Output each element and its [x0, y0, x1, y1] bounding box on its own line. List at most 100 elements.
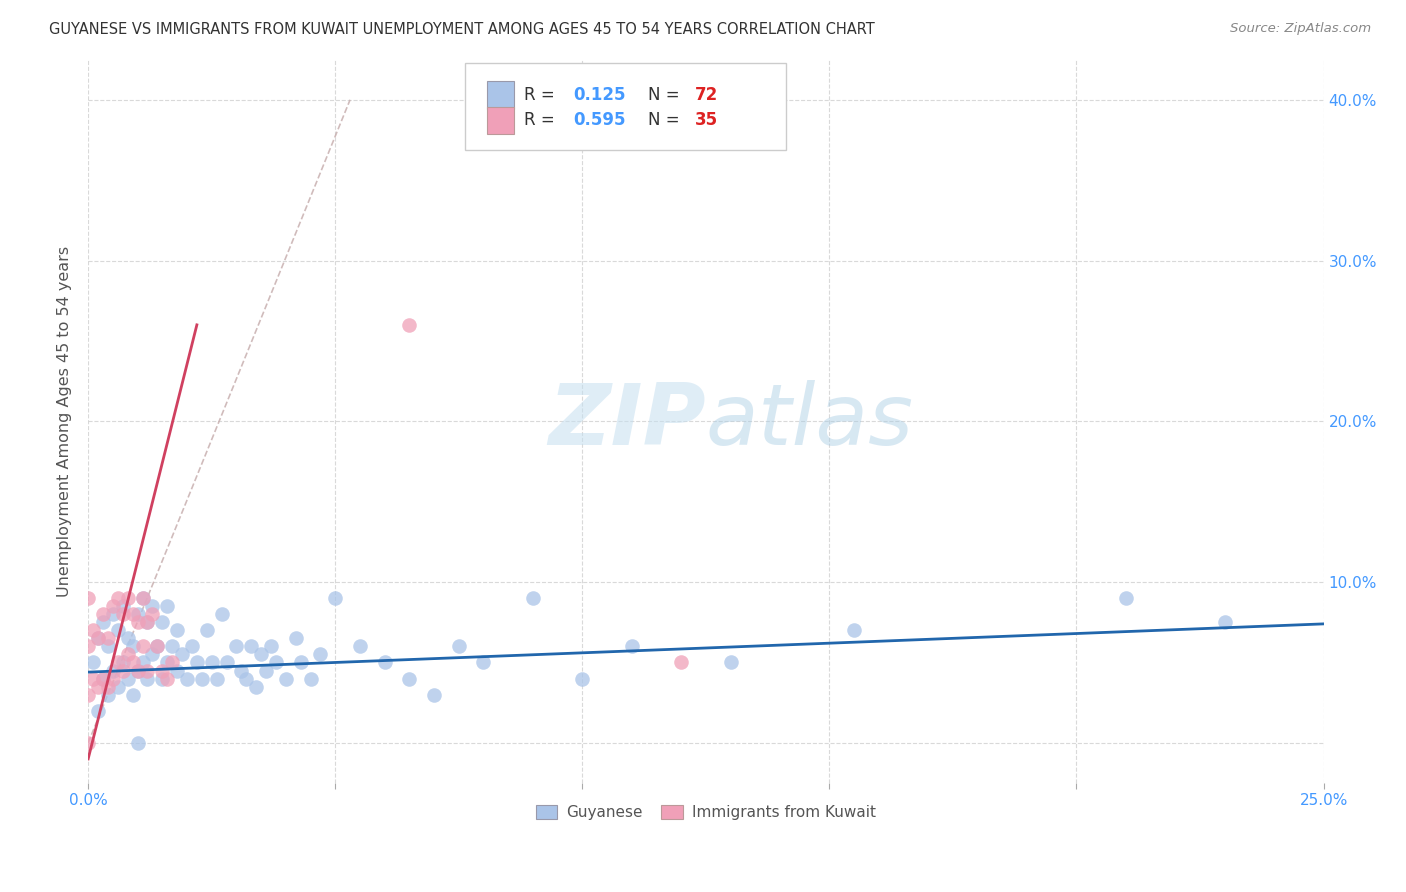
- Point: [136, 664, 159, 678]
- Point: [522, 591, 544, 606]
- Point: [136, 615, 159, 630]
- Point: [77, 591, 100, 606]
- Point: [87, 632, 110, 646]
- Text: 35: 35: [695, 112, 718, 129]
- Point: [398, 318, 420, 332]
- Point: [91, 615, 114, 630]
- FancyBboxPatch shape: [488, 107, 515, 134]
- Point: [87, 704, 110, 718]
- Point: [1213, 615, 1236, 630]
- Point: [117, 648, 139, 662]
- Point: [231, 664, 253, 678]
- Point: [299, 672, 322, 686]
- Point: [146, 640, 169, 654]
- Point: [669, 656, 692, 670]
- Point: [160, 656, 183, 670]
- Point: [77, 736, 100, 750]
- Point: [131, 640, 153, 654]
- Point: [720, 656, 742, 670]
- Point: [240, 640, 263, 654]
- Point: [166, 624, 188, 638]
- Point: [215, 656, 238, 670]
- Text: ZIP: ZIP: [548, 380, 706, 463]
- Point: [254, 664, 277, 678]
- Point: [107, 624, 129, 638]
- Point: [374, 656, 396, 670]
- Point: [170, 648, 193, 662]
- Point: [111, 607, 134, 622]
- Point: [87, 680, 110, 694]
- Point: [111, 656, 134, 670]
- Point: [146, 640, 169, 654]
- Point: [1115, 591, 1137, 606]
- Point: [181, 640, 204, 654]
- Text: R =: R =: [524, 112, 560, 129]
- Point: [156, 599, 179, 614]
- Point: [91, 672, 114, 686]
- Legend: Guyanese, Immigrants from Kuwait: Guyanese, Immigrants from Kuwait: [530, 798, 882, 826]
- Text: R =: R =: [524, 86, 560, 104]
- Point: [150, 672, 173, 686]
- FancyBboxPatch shape: [488, 81, 515, 109]
- Point: [101, 672, 124, 686]
- Text: atlas: atlas: [706, 380, 914, 463]
- Point: [117, 672, 139, 686]
- Point: [250, 648, 273, 662]
- Text: Source: ZipAtlas.com: Source: ZipAtlas.com: [1230, 22, 1371, 36]
- Point: [107, 680, 129, 694]
- Point: [97, 640, 120, 654]
- Point: [141, 599, 163, 614]
- Point: [235, 672, 257, 686]
- Point: [620, 640, 643, 654]
- Point: [156, 656, 179, 670]
- Point: [136, 615, 159, 630]
- Point: [121, 607, 143, 622]
- Text: GUYANESE VS IMMIGRANTS FROM KUWAIT UNEMPLOYMENT AMONG AGES 45 TO 54 YEARS CORREL: GUYANESE VS IMMIGRANTS FROM KUWAIT UNEMP…: [49, 22, 875, 37]
- Point: [131, 591, 153, 606]
- Point: [127, 664, 149, 678]
- Point: [571, 672, 593, 686]
- Text: N =: N =: [648, 112, 685, 129]
- Point: [290, 656, 312, 670]
- Point: [107, 656, 129, 670]
- Point: [127, 615, 149, 630]
- Point: [101, 607, 124, 622]
- Point: [447, 640, 470, 654]
- Point: [111, 664, 134, 678]
- Point: [91, 607, 114, 622]
- Point: [205, 672, 228, 686]
- Point: [423, 688, 446, 702]
- Point: [160, 640, 183, 654]
- Point: [156, 672, 179, 686]
- Point: [398, 672, 420, 686]
- Point: [127, 607, 149, 622]
- Point: [131, 591, 153, 606]
- Point: [97, 632, 120, 646]
- Point: [349, 640, 371, 654]
- Point: [309, 648, 332, 662]
- Point: [323, 591, 346, 606]
- Point: [82, 624, 104, 638]
- Point: [77, 688, 100, 702]
- Text: N =: N =: [648, 86, 685, 104]
- Point: [97, 680, 120, 694]
- Text: 72: 72: [695, 86, 718, 104]
- Point: [195, 624, 218, 638]
- Point: [111, 599, 134, 614]
- Point: [472, 656, 495, 670]
- Point: [150, 615, 173, 630]
- Point: [225, 640, 247, 654]
- Text: 0.125: 0.125: [574, 86, 626, 104]
- Point: [82, 672, 104, 686]
- Point: [121, 656, 143, 670]
- Point: [131, 656, 153, 670]
- Point: [127, 736, 149, 750]
- Point: [842, 624, 865, 638]
- Point: [87, 632, 110, 646]
- Point: [274, 672, 297, 686]
- Point: [186, 656, 208, 670]
- Point: [117, 632, 139, 646]
- Point: [97, 688, 120, 702]
- FancyBboxPatch shape: [465, 63, 786, 150]
- Point: [141, 648, 163, 662]
